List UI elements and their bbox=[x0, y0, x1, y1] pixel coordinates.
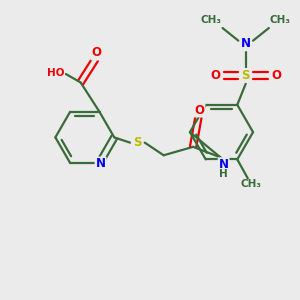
Text: HO: HO bbox=[46, 68, 64, 78]
Text: S: S bbox=[242, 69, 250, 82]
Text: CH₃: CH₃ bbox=[241, 178, 262, 189]
Text: O: O bbox=[194, 103, 204, 116]
Text: CH₃: CH₃ bbox=[270, 15, 291, 25]
Text: N: N bbox=[241, 37, 251, 50]
Text: O: O bbox=[210, 69, 220, 82]
Text: N: N bbox=[96, 158, 106, 170]
Text: O: O bbox=[92, 46, 101, 59]
Text: H: H bbox=[219, 169, 228, 179]
Text: N: N bbox=[219, 158, 229, 171]
Text: O: O bbox=[271, 69, 281, 82]
Text: S: S bbox=[133, 136, 142, 149]
Text: CH₃: CH₃ bbox=[200, 15, 221, 25]
